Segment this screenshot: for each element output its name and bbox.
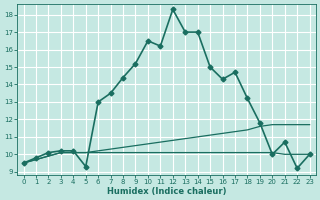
X-axis label: Humidex (Indice chaleur): Humidex (Indice chaleur) — [107, 187, 226, 196]
